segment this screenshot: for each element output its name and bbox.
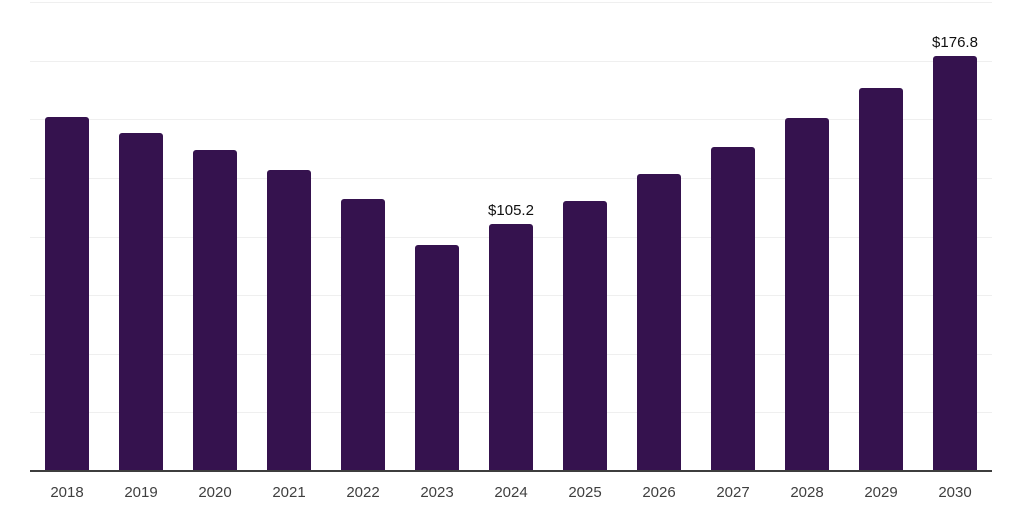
bar-2022[interactable]	[341, 199, 385, 471]
bar-2020[interactable]	[193, 149, 237, 471]
gridline-200	[30, 2, 992, 3]
x-tick-2018: 2018	[50, 484, 84, 501]
bar-2029[interactable]	[859, 87, 903, 471]
bar-2021[interactable]	[267, 169, 311, 471]
gridline-150	[30, 119, 992, 121]
x-tick-2027: 2027	[716, 484, 750, 501]
data-label-2024: $105.2	[488, 202, 534, 220]
x-tick-2025: 2025	[568, 484, 602, 501]
x-tick-2028: 2028	[790, 484, 824, 501]
x-tick-2022: 2022	[346, 484, 380, 501]
x-tick-2019: 2019	[124, 484, 158, 501]
gridline-125	[30, 177, 992, 179]
bar-2026[interactable]	[637, 174, 681, 471]
bar-2023[interactable]	[415, 245, 459, 471]
plot-area: $105.2 $176.8	[30, 2, 992, 472]
gridline-175	[30, 60, 992, 62]
bar-2028[interactable]	[785, 118, 829, 471]
bar-2019[interactable]	[119, 133, 163, 471]
x-tick-2023: 2023	[420, 484, 454, 501]
data-label-2030: $176.8	[932, 34, 978, 52]
x-tick-2020: 2020	[198, 484, 232, 501]
x-tick-2024: 2024	[494, 484, 528, 501]
bar-2027[interactable]	[711, 147, 755, 471]
bar-2018[interactable]	[45, 116, 89, 471]
bar-2025[interactable]	[563, 201, 607, 471]
bar-2024[interactable]	[489, 224, 533, 471]
x-axis-line	[30, 470, 992, 472]
x-tick-2021: 2021	[272, 484, 306, 501]
x-axis-labels: 2018 2019 2020 2021 2022 2023 2024 2025 2026 2027…	[30, 484, 992, 506]
x-tick-2029: 2029	[864, 484, 898, 501]
x-tick-2030: 2030	[938, 484, 972, 501]
x-tick-2026: 2026	[642, 484, 676, 501]
bar-2030[interactable]	[933, 56, 977, 471]
